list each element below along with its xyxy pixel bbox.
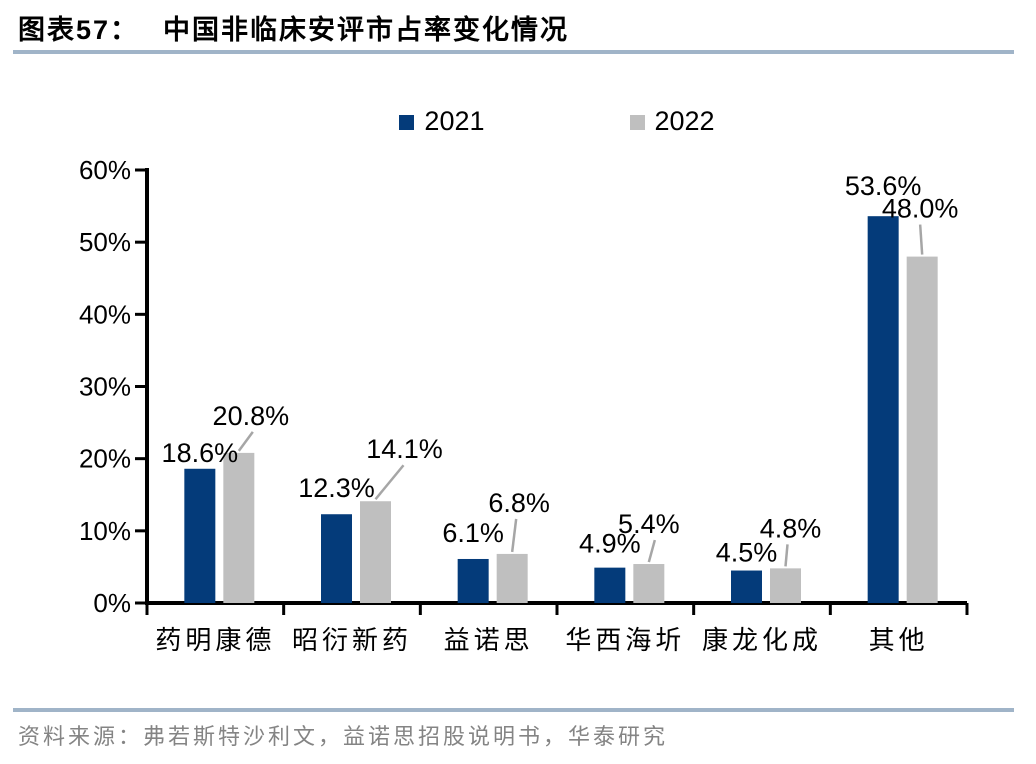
bar-2022-0 <box>223 452 255 603</box>
category-label-2: 益诺思 <box>444 625 534 655</box>
y-axis-tick-label: 10% <box>79 516 131 546</box>
category-label-4: 康龙化成 <box>702 625 822 655</box>
bar-2021-0 <box>184 468 216 603</box>
bar-2022-3 <box>633 564 665 603</box>
source-note: 资料来源：弗若斯特沙利文，益诺思招股说明书，华泰研究 <box>18 724 669 749</box>
title-underline-rule <box>13 50 1014 54</box>
value-label-2021-4: 4.5% <box>716 538 778 568</box>
y-axis-tick-label: 50% <box>79 227 131 257</box>
value-label-2022-4: 4.8% <box>760 513 822 543</box>
bar-2021-1 <box>321 514 352 603</box>
value-label-2021-2: 6.1% <box>442 518 504 548</box>
chart-legend: 2021 2022 <box>147 106 967 137</box>
y-axis-tick-label: 0% <box>93 588 131 618</box>
y-axis-tick-label: 20% <box>79 444 131 474</box>
value-label-2022-1: 14.1% <box>366 434 443 464</box>
value-label-2021-0: 18.6% <box>162 438 239 468</box>
legend-label-2021: 2021 <box>424 106 485 136</box>
leader-line-2022-4 <box>784 544 789 567</box>
bar-2021-3 <box>594 567 626 603</box>
legend-item-2022: 2022 <box>629 106 715 137</box>
y-axis-tick-label: 60% <box>79 155 131 185</box>
legend-swatch-2021 <box>399 115 415 130</box>
leader-line-2022-0 <box>237 431 254 452</box>
value-label-2022-3: 5.4% <box>618 509 680 539</box>
legend-label-2022: 2022 <box>654 106 715 136</box>
value-label-2022-0: 20.8% <box>213 401 290 431</box>
leader-line-2022-3 <box>647 539 657 563</box>
value-label-2022-5: 48.0% <box>882 194 959 224</box>
figure-title-text: 中国非临床安评市占率变化情况 <box>163 15 570 45</box>
leader-line-2022-2 <box>510 518 518 553</box>
bar-2021-2 <box>457 558 489 603</box>
bar-2022-4 <box>770 568 801 603</box>
bar-2022-2 <box>496 553 528 603</box>
category-label-0: 药明康德 <box>155 625 275 655</box>
category-label-5: 其他 <box>869 625 929 655</box>
value-label-2022-2: 6.8% <box>488 488 550 518</box>
legend-swatch-2022 <box>629 115 645 130</box>
legend-item-2021: 2021 <box>399 106 485 137</box>
y-axis-tick-label: 30% <box>79 372 131 402</box>
bar-2021-5 <box>867 216 899 604</box>
category-label-1: 昭衍新药 <box>292 625 412 655</box>
category-label-3: 华西海圻 <box>565 625 685 655</box>
bar-2021-4 <box>731 570 762 603</box>
bar-2022-1 <box>360 501 391 603</box>
footer-divider-rule <box>13 708 1014 712</box>
figure-title: 图表57： 中国非临床安评市占率变化情况 <box>18 8 569 47</box>
y-axis-tick-label: 40% <box>79 299 131 329</box>
value-label-2021-3: 4.9% <box>579 529 641 559</box>
value-label-2021-5: 53.6% <box>845 171 922 201</box>
bar-2022-5 <box>906 256 938 603</box>
value-label-2021-1: 12.3% <box>298 473 375 503</box>
leader-line-2022-5 <box>918 224 924 255</box>
figure-number: 图表57： <box>18 15 140 45</box>
leader-line-2022-1 <box>374 464 405 501</box>
